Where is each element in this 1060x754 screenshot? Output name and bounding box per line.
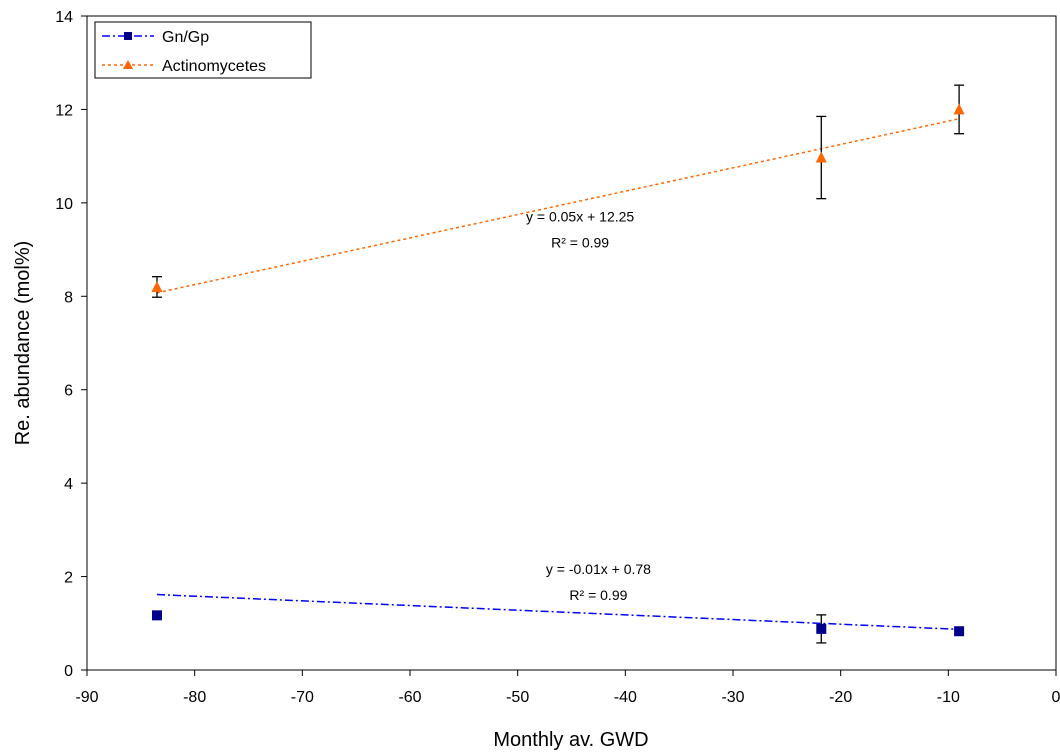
- legend-marker-gn-gp: [124, 32, 132, 40]
- point-actinomycetes: [815, 151, 827, 163]
- y-axis-title: Re. abundance (mol%): [12, 241, 34, 446]
- x-tick-label: -50: [506, 689, 529, 706]
- legend-label-gn-gp: Gn/Gp: [162, 29, 209, 46]
- y-tick-label: 6: [64, 383, 73, 400]
- y-tick-label: 0: [64, 663, 73, 680]
- x-tick-label: -90: [75, 689, 98, 706]
- x-tick-label: -20: [829, 689, 852, 706]
- trendline-actinomycetes: [156, 118, 960, 294]
- legend: Gn/Gp Actinomycetes: [94, 21, 312, 79]
- trend-equation-gn-gp: y = -0.01x + 0.78: [546, 561, 651, 577]
- trend-r2-gn-gp: R² = 0.99: [569, 587, 627, 603]
- x-tick-label: -30: [721, 689, 744, 706]
- x-tick-label: -70: [291, 689, 314, 706]
- y-tick-label: 2: [64, 570, 73, 587]
- y-tick-label: 10: [55, 196, 73, 213]
- trend-equation-actinomycetes: y = 0.05x + 12.25: [526, 209, 634, 225]
- y-tick-label: 14: [55, 9, 73, 26]
- y-tick-label: 12: [55, 102, 73, 119]
- axis-ticks: -90 -80 -70 -60 -50 -40 -30 -20 -10 0 0 2 4 6 8 10 12 14: [55, 9, 1060, 706]
- trend-annotations: y = -0.01x + 0.78 R² = 0.99 y = 0.05x + 12…: [526, 209, 651, 604]
- trendline-gn-gp: [156, 593, 960, 631]
- y-tick-label: 4: [64, 476, 73, 493]
- x-axis-title: Monthly av. GWD: [493, 729, 648, 751]
- trend-r2-actinomycetes: R² = 0.99: [551, 235, 609, 251]
- y-tick-label: 8: [64, 289, 73, 306]
- x-tick-label: -60: [398, 689, 421, 706]
- point-gn-gp: [954, 626, 965, 637]
- point-gn-gp: [816, 623, 827, 634]
- point-actinomycetes: [151, 280, 163, 292]
- plot-area: [86, 15, 1057, 671]
- point-actinomycetes: [953, 103, 965, 115]
- point-gn-gp: [151, 610, 162, 621]
- data-points: [151, 103, 965, 637]
- legend-marker-actinomycetes: [123, 60, 133, 69]
- legend-label-actinomycetes: Actinomycetes: [162, 58, 266, 75]
- x-tick-label: -10: [937, 689, 960, 706]
- x-tick-label: -80: [183, 689, 206, 706]
- trendlines: [156, 118, 960, 631]
- x-tick-label: 0: [1052, 689, 1060, 706]
- x-tick-label: -40: [614, 689, 637, 706]
